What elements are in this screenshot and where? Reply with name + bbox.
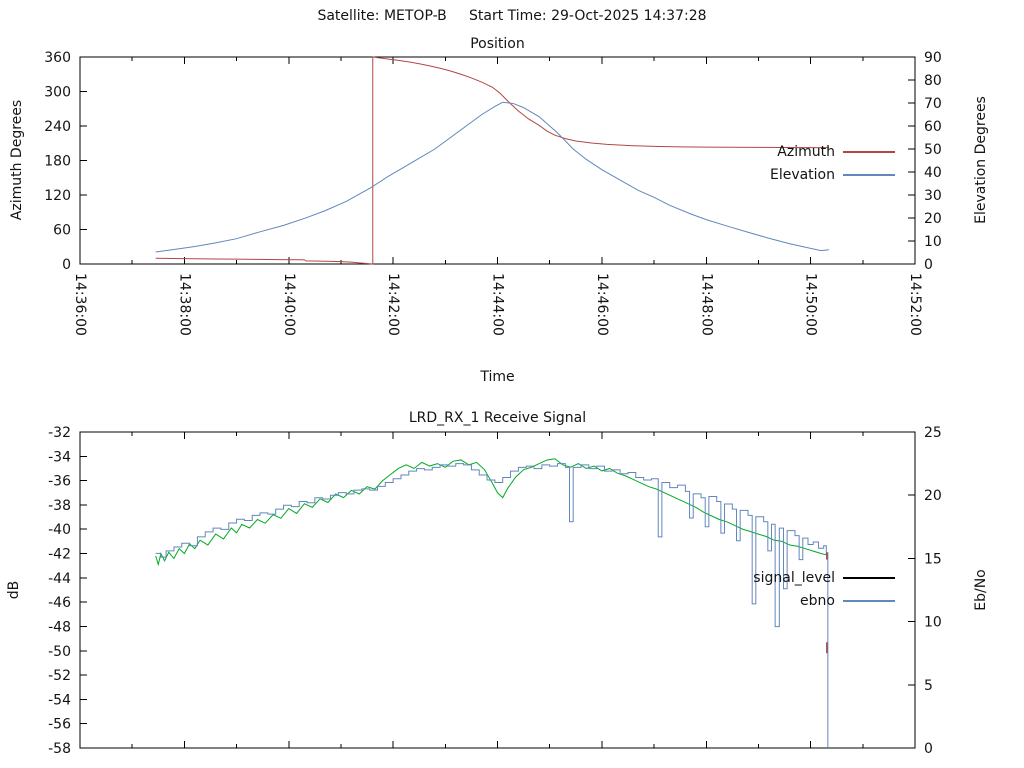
elevation-legend-line xyxy=(843,173,895,176)
legend-entry-signal-level: signal_level xyxy=(753,566,895,589)
legend-label-elevation: Elevation xyxy=(769,166,835,183)
tick-label: 360 xyxy=(44,50,71,66)
tick-label: 0 xyxy=(62,257,71,273)
signal-level-curve xyxy=(155,458,829,567)
tick-label: 240 xyxy=(44,119,71,135)
tick-label: 15 xyxy=(924,551,942,567)
signal-level-legend-line xyxy=(843,576,895,579)
azimuth-legend-line xyxy=(843,150,895,153)
tick-label: 60 xyxy=(53,223,71,239)
tick-label: -44 xyxy=(48,571,71,587)
tick-label: -40 xyxy=(48,522,71,538)
tick-label: -34 xyxy=(48,449,71,465)
tick-label: 14:40:00 xyxy=(281,273,297,336)
tick-label: -32 xyxy=(48,425,71,441)
tick-label: -36 xyxy=(48,474,71,490)
tick-label: 14:46:00 xyxy=(594,273,610,336)
tick-label: -56 xyxy=(48,717,71,733)
tick-label: 180 xyxy=(44,154,71,170)
tick-label: 14:48:00 xyxy=(698,273,714,336)
tick-label: 25 xyxy=(924,425,942,441)
tick-label: -50 xyxy=(48,644,71,660)
tick-label: 90 xyxy=(924,50,942,66)
tick-label: -48 xyxy=(48,619,71,635)
azimuth-curve xyxy=(155,56,829,265)
elevation-axis-label: Elevation Degrees xyxy=(973,96,989,224)
tick-label: 14:50:00 xyxy=(803,273,819,336)
ebno-axis-label: Eb/No xyxy=(973,569,989,611)
tick-label: 14:44:00 xyxy=(490,273,506,336)
legend-entry-elevation: Elevation xyxy=(770,163,895,186)
tick-label: 30 xyxy=(924,188,942,204)
legend-label-ebno: ebno xyxy=(800,592,835,609)
tick-label: -52 xyxy=(48,668,71,684)
tick-label: 70 xyxy=(924,96,942,112)
tick-label: 10 xyxy=(924,615,942,631)
time-axis-label: Time xyxy=(480,369,515,385)
tick-label: 14:42:00 xyxy=(385,273,401,336)
legend-entry-ebno: ebno xyxy=(753,589,895,612)
db-axis-label: dB xyxy=(6,580,22,600)
tick-label: 5 xyxy=(924,678,933,694)
receive-signal-chart-title: LRD_RX_1 Receive Signal xyxy=(408,410,587,426)
main-title: Satellite: METOP-B Start Time: 29-Oct-20… xyxy=(317,8,707,24)
position-chart-title: Position xyxy=(470,36,525,52)
tick-label: 20 xyxy=(924,488,942,504)
ebno-legend-line xyxy=(843,599,895,602)
tick-label: -46 xyxy=(48,595,71,611)
legend-label-signal-level: signal_level xyxy=(753,569,835,586)
tick-label: 14:36:00 xyxy=(72,273,88,336)
tick-label: 120 xyxy=(44,188,71,204)
tick-label: 50 xyxy=(924,142,942,158)
tick-label: -54 xyxy=(48,692,71,708)
tick-label: 0 xyxy=(924,741,933,757)
tick-label: 10 xyxy=(924,234,942,250)
elevation-curve xyxy=(155,101,829,253)
ebno-curve xyxy=(155,463,829,748)
tick-label: 300 xyxy=(44,85,71,101)
tick-label: 60 xyxy=(924,119,942,135)
tick-label: 0 xyxy=(924,257,933,273)
tick-label: -38 xyxy=(48,498,71,514)
receive-signal-chart: -58 -56 -54 -52 -50 -48 -46 -44 -42 -40 -38 -36 -34 -… xyxy=(48,425,942,757)
position-legend: Azimuth Elevation xyxy=(770,140,895,186)
azimuth-axis-label: Azimuth Degrees xyxy=(9,99,25,221)
tick-label: 14:38:00 xyxy=(176,273,192,336)
receive-signal-legend: signal_level ebno xyxy=(753,566,895,612)
position-chart: 14:36:00 14:38:00 14:40:00 14:42:00 14:44:00… xyxy=(44,50,942,336)
tick-label: -58 xyxy=(48,741,71,757)
tick-label: 40 xyxy=(924,165,942,181)
legend-label-azimuth: Azimuth xyxy=(777,143,835,160)
tick-label: 14:52:00 xyxy=(907,273,923,336)
tick-label: 80 xyxy=(924,73,942,89)
legend-entry-azimuth: Azimuth xyxy=(770,140,895,163)
tick-label: 20 xyxy=(924,211,942,227)
tick-label: -42 xyxy=(48,547,71,563)
